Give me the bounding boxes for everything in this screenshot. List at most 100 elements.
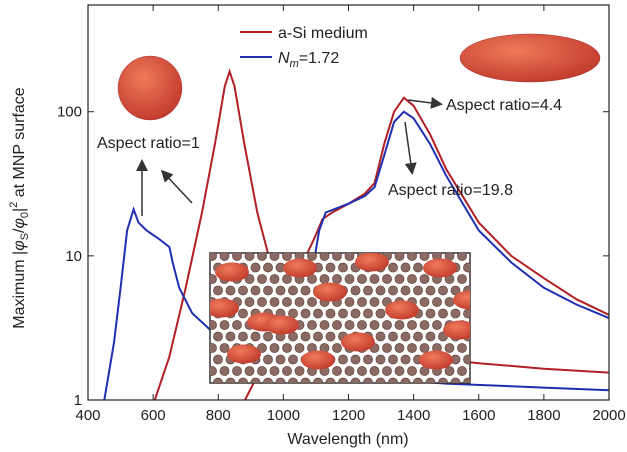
lattice-particle [275,377,286,383]
lattice-particle [413,377,423,383]
lattice-particle [444,297,455,307]
lattice-particle [238,331,248,342]
lattice-particle [357,274,367,284]
lattice-spheroid [453,290,470,310]
lattice-particle [288,285,298,296]
y-label-part: at MNP surface [11,87,28,202]
lattice-particle [425,331,436,342]
lattice-spheroid [283,258,317,278]
lattice-particle [344,297,355,307]
lattice-particle [332,343,342,353]
lattice-particle [307,320,317,330]
lattice-particle [425,308,436,319]
lattice-particle [225,377,236,383]
lattice-particle [419,274,430,284]
lattice-spheroid [215,262,249,282]
x-tick-label: 1400 [397,407,430,424]
lattice-particle [400,377,411,383]
lattice-particle [294,366,305,376]
lattice-particle [394,320,405,330]
lattice-particle [210,343,217,353]
lattice-particle [419,320,430,330]
lattice-particle [476,332,485,341]
lattice-particle [369,366,380,376]
lattice-particle [213,354,223,365]
lattice-particle [394,366,405,376]
lattice-particle [407,366,417,376]
lattice-particle [413,285,423,296]
arrow [160,169,193,204]
lattice-particle [313,331,323,342]
lattice-particle [419,253,430,261]
y-tick-label: 10 [65,248,82,265]
lattice-particle [269,274,280,284]
lattice-particle [219,320,230,330]
lattice-particle [213,285,223,296]
lattice-particle [344,366,355,376]
y-label-part: | [11,208,28,212]
lattice-particle [413,331,423,342]
lattice-particle [263,285,273,296]
lattice-particle [300,331,311,342]
lattice-particle [244,253,255,261]
lattice-particle [332,274,342,284]
lattice-particle [210,253,217,261]
lattice-particle [469,369,470,373]
lattice-particle [438,308,448,319]
legend-label: Nm=1.72 [278,50,339,70]
lattice-particle [238,285,248,296]
lattice-particle [213,377,223,383]
lattice-particle [457,274,467,284]
lattice-spheroid [341,332,375,352]
lattice-particle [250,285,261,296]
lattice-particle [469,300,470,304]
lattice-particle [300,377,311,383]
lattice-particle [282,274,292,284]
lattice-particle [250,331,261,342]
lattice-particle [344,253,355,261]
lattice-particle [338,308,348,319]
lattice-particle [363,285,373,296]
lattice-spheroid [301,350,335,370]
lattice-particle [369,297,380,307]
lattice-particle [238,308,248,319]
lattice-particle [257,366,267,376]
lattice-particle [244,366,255,376]
annotation: Aspect ratio=1 [97,135,200,152]
lattice-particle [476,286,485,295]
lattice-particle [307,297,317,307]
lattice-particle [332,253,342,261]
lattice-particle [369,274,380,284]
lattice-particle [313,377,323,383]
lattice-particle [457,366,467,376]
lattice-particle [463,262,470,273]
lattice-particle [325,331,336,342]
lattice-particle [282,343,292,353]
lattice-particle [275,354,286,365]
inset-lattice [209,252,485,384]
lattice-particle [357,366,367,376]
lattice-particle [263,354,273,365]
lattice-particle [476,309,485,318]
lattice-particle [438,285,448,296]
lattice-particle [257,297,267,307]
lattice-particle [269,343,280,353]
lattice-particle [407,320,417,330]
lattice-particle [432,297,442,307]
lattice-spheroid [443,320,470,340]
x-tick-label: 1000 [267,407,300,424]
lattice-particle [350,285,361,296]
lattice-particle [350,377,361,383]
lattice-particle [244,297,255,307]
y-tick-label: 1 [74,392,82,409]
lattice-particle [338,262,348,273]
lattice-particle [432,320,442,330]
lattice-particle [213,331,223,342]
y-label-part: φ [11,240,28,250]
lattice-particle [300,285,311,296]
legend-label: m [290,58,299,70]
lattice-particle [400,262,411,273]
lattice-particle [338,354,348,365]
lattice-particle [382,274,392,284]
lattice-particle [263,331,273,342]
